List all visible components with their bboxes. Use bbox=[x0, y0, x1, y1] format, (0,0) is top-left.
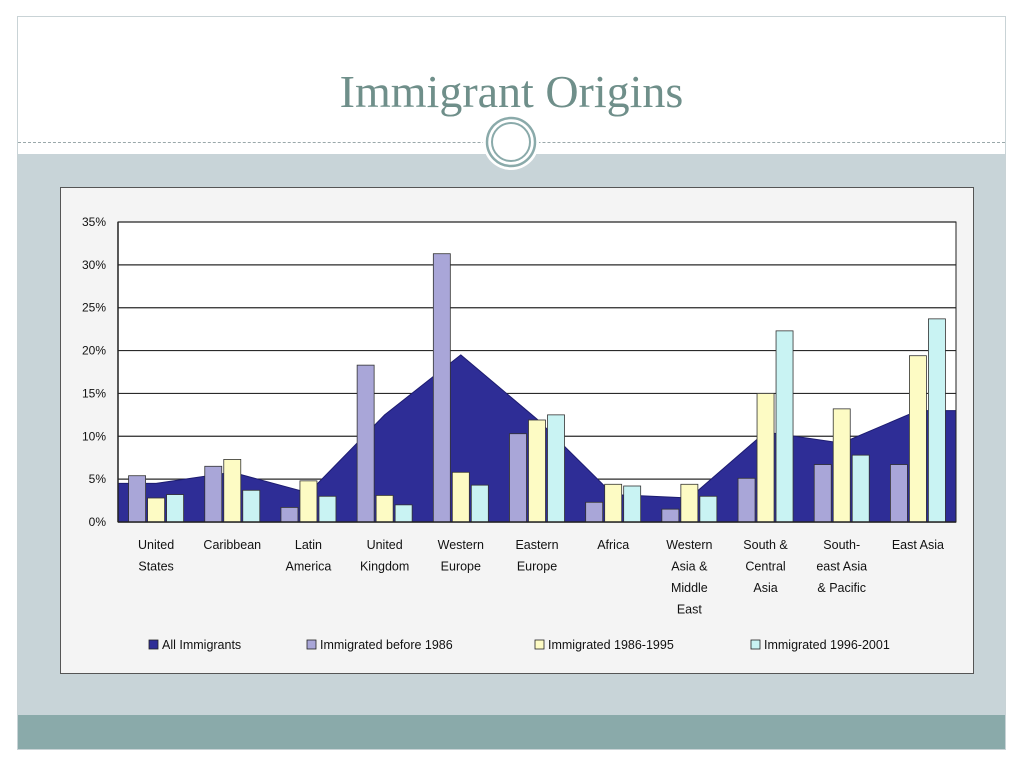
category-label: South & bbox=[743, 538, 788, 552]
bar-1-2 bbox=[204, 465, 223, 523]
category-label: United bbox=[367, 538, 403, 552]
category-label: Asia & bbox=[671, 560, 708, 574]
slide-title: Immigrant Origins bbox=[339, 66, 684, 117]
bar-2-3 bbox=[299, 480, 318, 523]
bar-1-11 bbox=[890, 464, 908, 523]
bar-1-4 bbox=[356, 364, 375, 523]
category-label: Central bbox=[745, 560, 785, 574]
bar-2-2 bbox=[223, 459, 242, 523]
bar-2-5 bbox=[451, 471, 470, 523]
bar-2-7 bbox=[604, 483, 623, 523]
bar-3-3 bbox=[318, 495, 337, 523]
bar-3-9 bbox=[775, 330, 794, 523]
y-tick-label: 25% bbox=[82, 301, 106, 315]
bar-1-1 bbox=[128, 475, 146, 523]
legend-swatch bbox=[306, 639, 317, 650]
legend-label: All Immigrants bbox=[162, 638, 241, 652]
category-label: Europe bbox=[441, 560, 481, 574]
y-tick-label: 30% bbox=[82, 258, 106, 272]
category-label: America bbox=[286, 560, 332, 574]
category-label: East bbox=[677, 603, 703, 617]
y-tick-label: 0% bbox=[89, 515, 107, 529]
bar-chart: 0% 5% 10% 15% 20% 25% 30% 35% United States Caribb… bbox=[82, 215, 957, 652]
bar-1-9 bbox=[737, 477, 756, 523]
y-tick-label: 20% bbox=[82, 344, 106, 358]
y-tick-label: 5% bbox=[89, 472, 107, 486]
bar-3-1 bbox=[166, 494, 184, 523]
bar-2-4 bbox=[375, 495, 394, 523]
category-label: Middle bbox=[671, 581, 708, 595]
category-label: & Pacific bbox=[817, 581, 866, 595]
bar-3-4 bbox=[394, 504, 413, 523]
bar-1-7 bbox=[585, 501, 604, 523]
category-label: United bbox=[138, 538, 174, 552]
bar-3-7 bbox=[623, 485, 642, 523]
category-label: Latin bbox=[295, 538, 322, 552]
bar-3-10 bbox=[851, 454, 870, 523]
bar-1-10 bbox=[813, 464, 832, 523]
chart-container: 0% 5% 10% 15% 20% 25% 30% 35% United States Caribb… bbox=[60, 187, 974, 674]
y-tick-label: 15% bbox=[82, 386, 106, 400]
bar-1-8 bbox=[661, 508, 680, 523]
bar-3-6 bbox=[547, 414, 565, 523]
legend-swatch bbox=[750, 639, 761, 650]
bar-2-6 bbox=[528, 419, 546, 523]
footer-band bbox=[18, 715, 1005, 749]
bar-2-1 bbox=[147, 497, 165, 523]
bar-2-11 bbox=[909, 355, 927, 523]
legend-label: Immigrated 1986-1995 bbox=[548, 638, 674, 652]
bar-3-2 bbox=[242, 489, 261, 523]
bar-1-6 bbox=[509, 433, 527, 523]
bar-3-8 bbox=[699, 495, 718, 523]
category-label: Caribbean bbox=[203, 538, 261, 552]
bar-3-11 bbox=[928, 318, 946, 523]
category-label: east Asia bbox=[816, 560, 867, 574]
category-label: Asia bbox=[753, 581, 777, 595]
category-label: Western bbox=[666, 538, 712, 552]
category-label: Eastern bbox=[515, 538, 558, 552]
category-label: Kingdom bbox=[360, 560, 409, 574]
bar-2-10 bbox=[832, 408, 851, 523]
circle-ornament-icon bbox=[483, 114, 539, 170]
legend-swatch bbox=[534, 639, 545, 650]
y-tick-label: 35% bbox=[82, 215, 106, 229]
category-label: Western bbox=[438, 538, 484, 552]
bar-3-5 bbox=[470, 484, 489, 523]
bar-2-9 bbox=[756, 393, 775, 523]
legend-label: Immigrated before 1986 bbox=[320, 638, 453, 652]
bar-2-8 bbox=[680, 483, 699, 523]
y-tick-label: 10% bbox=[82, 429, 106, 443]
category-label: States bbox=[138, 560, 173, 574]
category-label: Africa bbox=[597, 538, 629, 552]
bar-1-3 bbox=[280, 507, 299, 523]
category-label: East Asia bbox=[892, 538, 944, 552]
category-label: Europe bbox=[517, 560, 557, 574]
category-label: South- bbox=[823, 538, 860, 552]
legend-swatch bbox=[148, 639, 159, 650]
plot-border bbox=[117, 221, 957, 523]
bar-1-5 bbox=[432, 253, 451, 523]
legend-label: Immigrated 1996-2001 bbox=[764, 638, 890, 652]
